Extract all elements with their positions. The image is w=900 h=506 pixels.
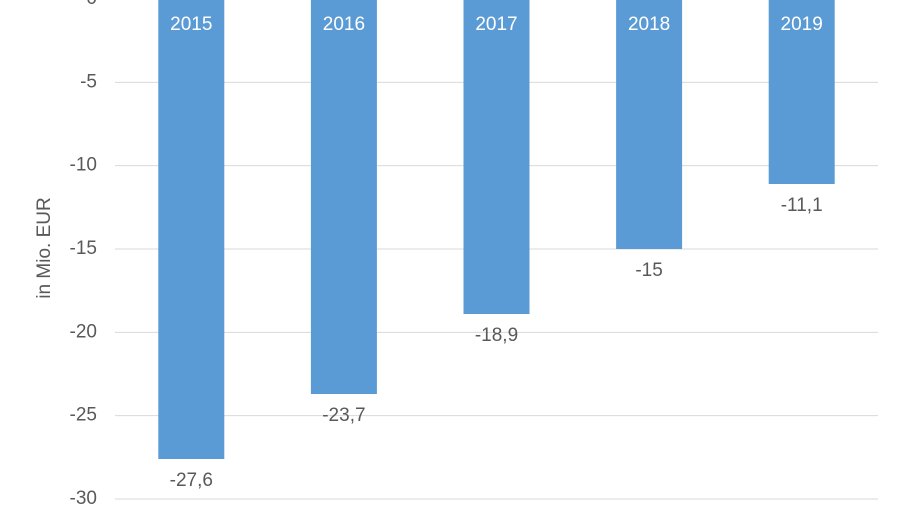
bar bbox=[768, 0, 835, 184]
y-tick-label: -20 bbox=[70, 321, 97, 342]
category-label: 2017 bbox=[475, 14, 517, 35]
y-tick-label: -10 bbox=[70, 155, 97, 176]
y-tick-label: 0 bbox=[86, 0, 97, 9]
y-tick-label: -25 bbox=[70, 405, 97, 426]
y-tick-label: -30 bbox=[70, 488, 97, 506]
value-label: -11,1 bbox=[781, 195, 823, 216]
category-label: 2015 bbox=[170, 14, 212, 35]
y-axis-label: in Mio. EUR bbox=[34, 197, 55, 298]
category-label: 2018 bbox=[628, 14, 670, 35]
category-label: 2019 bbox=[781, 14, 823, 35]
category-label: 2016 bbox=[323, 14, 365, 35]
value-label: -27,6 bbox=[170, 470, 213, 491]
y-tick-label: -15 bbox=[70, 238, 97, 259]
bar bbox=[616, 0, 683, 249]
value-label: -23,7 bbox=[322, 405, 365, 426]
bar bbox=[310, 0, 377, 394]
bar bbox=[463, 0, 530, 314]
value-label: -15 bbox=[635, 260, 662, 281]
value-label: -18,9 bbox=[475, 325, 518, 346]
y-tick-label: -5 bbox=[80, 71, 97, 92]
bar bbox=[158, 0, 225, 459]
